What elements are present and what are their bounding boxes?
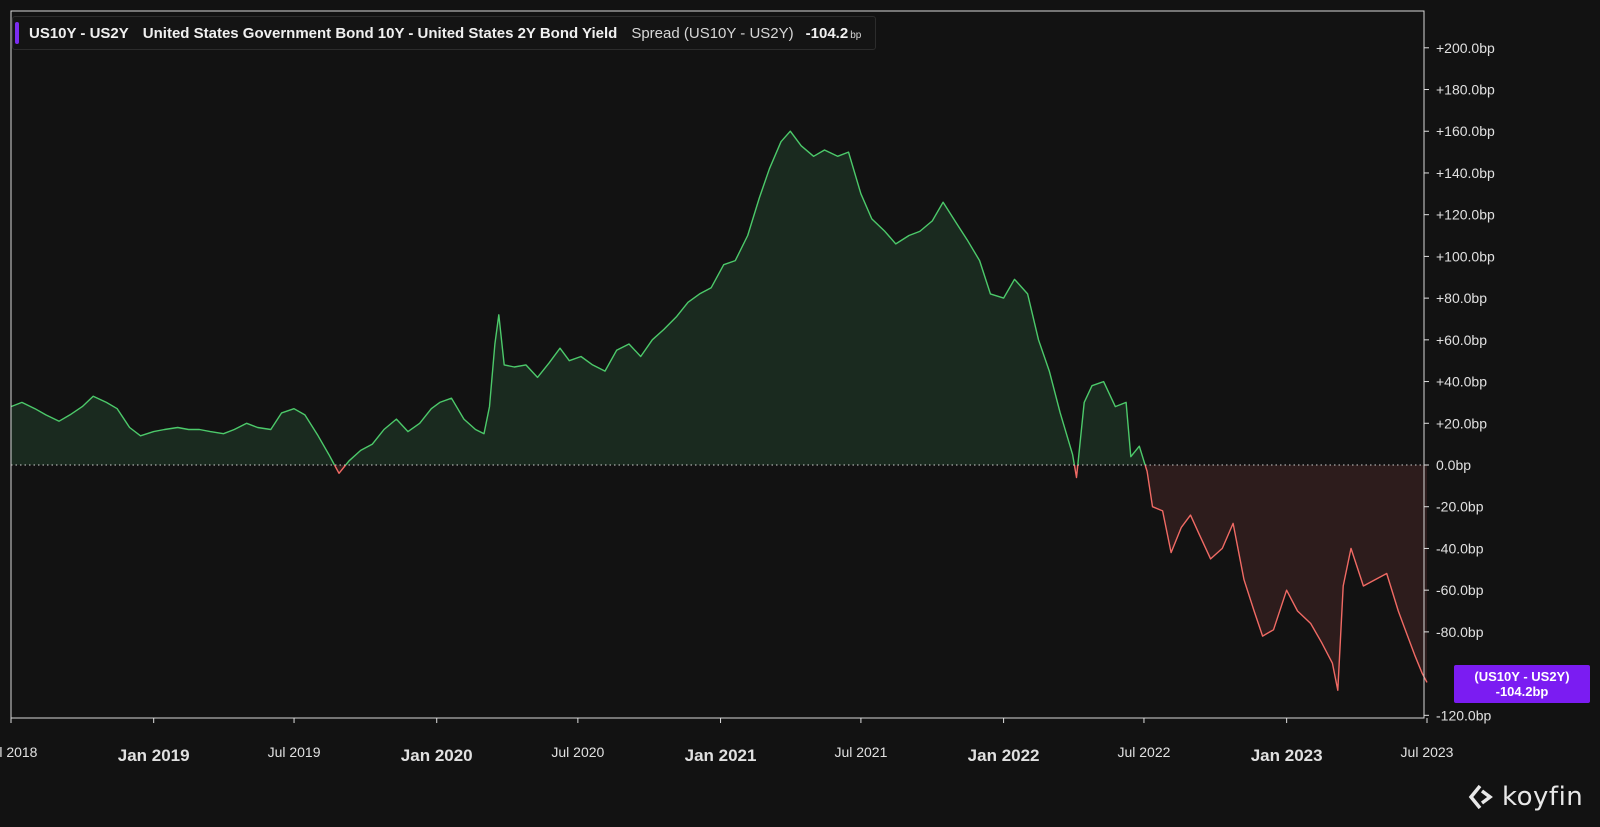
y-tick-label: -80.0bp <box>1436 624 1484 640</box>
positive-area-fill-0 <box>11 396 335 465</box>
legend-unit: bp <box>850 29 862 41</box>
y-tick-label: +100.0bp <box>1436 248 1495 264</box>
y-tick-label: -120.0bp <box>1436 707 1491 723</box>
x-tick-label: Jul 2023 <box>1401 744 1454 760</box>
y-tick-label: +60.0bp <box>1436 332 1487 348</box>
x-tick-label: Jul 2019 <box>268 744 321 760</box>
negative-series-line-3 <box>1073 464 1079 479</box>
y-tick-label: -20.0bp <box>1436 499 1484 515</box>
area-fills <box>11 131 1427 691</box>
x-tick-label: Jul 2018 <box>0 744 38 760</box>
legend-series-name: United States Government Bond 10Y - Unit… <box>142 24 618 42</box>
series-legend[interactable]: US10Y - US2Y United States Government Bo… <box>12 16 877 50</box>
negative-area-fill-1 <box>334 465 346 474</box>
y-tick-label: +160.0bp <box>1436 123 1495 139</box>
y-tick-label: +180.0bp <box>1436 82 1495 98</box>
last-badge-value: -104.2bp <box>1495 684 1549 699</box>
y-tick-label: +120.0bp <box>1436 207 1495 223</box>
koyfin-logo-icon <box>1468 784 1493 810</box>
y-tick-label: -60.0bp <box>1436 582 1484 598</box>
y-tick-label: +140.0bp <box>1436 165 1495 181</box>
positive-area-fill-2 <box>345 131 1075 465</box>
positive-series-line-2 <box>345 130 1076 466</box>
negative-series-line-1 <box>333 464 347 474</box>
x-tick-label: Jan 2019 <box>118 746 190 765</box>
x-axis: Jul 2018 Jan 2019 Jul 2019 Jan 2020 Jul 2020… <box>0 718 1454 765</box>
legend-symbol: US10Y - US2Y <box>29 24 129 42</box>
series-lines <box>10 130 1428 691</box>
x-tick-label: Jan 2021 <box>685 746 757 765</box>
x-tick-label: Jan 2023 <box>1251 746 1323 765</box>
positive-series-line-0 <box>10 395 336 466</box>
y-tick-label: 0.0bp <box>1436 457 1471 473</box>
legend-value: -104.2 <box>805 24 849 42</box>
positive-area-fill-4 <box>1077 381 1146 465</box>
x-tick-label: Jan 2022 <box>968 746 1040 765</box>
plot-border <box>10 10 1425 719</box>
x-tick-label: Jan 2020 <box>401 746 473 765</box>
y-tick-label: +40.0bp <box>1436 374 1487 390</box>
positive-series-line-4 <box>1077 380 1146 466</box>
last-badge-series: (US10Y - US2Y) <box>1474 669 1570 684</box>
legend-metric: Spread (US10Y - US2Y) <box>631 24 794 42</box>
negative-area-fill-5 <box>1145 465 1427 691</box>
y-axis: +200.0bp +180.0bp +160.0bp +140.0bp +120.0bp… <box>1424 40 1495 723</box>
plot-frame <box>10 10 1425 719</box>
y-tick-label: -40.0bp <box>1436 540 1484 556</box>
x-tick-label: Jul 2022 <box>1117 744 1170 760</box>
x-tick-label: Jul 2020 <box>551 744 604 760</box>
negative-series-line-5 <box>1144 464 1428 691</box>
x-tick-label: Jul 2021 <box>834 744 887 760</box>
brand-logo: koyfin <box>1468 782 1583 812</box>
y-tick-label: +200.0bp <box>1436 40 1495 56</box>
y-tick-label: +80.0bp <box>1436 290 1487 306</box>
series-color-swatch <box>15 22 19 44</box>
brand-name: koyfin <box>1502 782 1584 812</box>
last-value-badge: (US10Y - US2Y) -104.2bp <box>1454 665 1590 703</box>
y-tick-label: +20.0bp <box>1436 415 1487 431</box>
